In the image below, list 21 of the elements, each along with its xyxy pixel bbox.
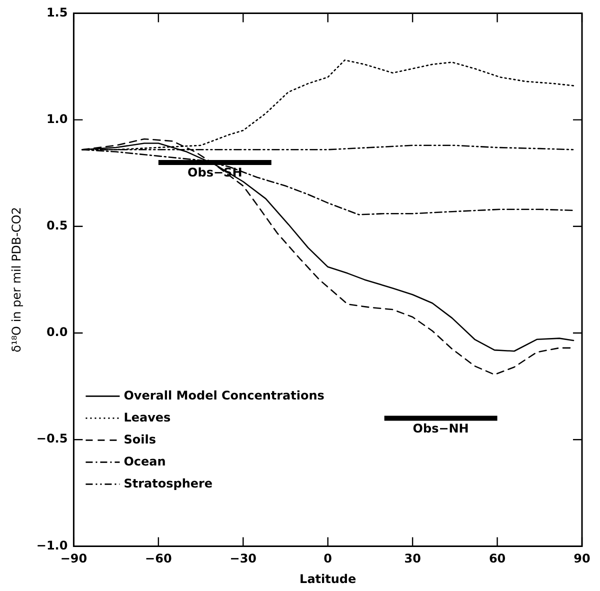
y-tick-label: 0.5 (46, 218, 68, 233)
y-tick-label: 0.0 (46, 325, 68, 340)
y-tick-label: −0.5 (36, 432, 68, 446)
x-tick-label: −60 (145, 552, 172, 566)
legend-label: Ocean (124, 454, 166, 468)
annotation: Obs−NH (412, 421, 469, 436)
x-tick-label: 60 (488, 552, 506, 566)
legend-label: Soils (124, 432, 156, 446)
x-tick-label: −30 (230, 552, 257, 566)
legend-label: Overall Model Concentrations (124, 388, 324, 402)
y-tick-label: −1.0 (36, 538, 68, 552)
x-tick-label: 0 (324, 552, 332, 566)
x-axis-title: Latitude (300, 572, 356, 586)
y-axis-title: δ¹⁸O in per mil PDB-CO2 (9, 206, 24, 352)
y-tick-label: 1.5 (46, 5, 68, 20)
x-tick-label: 90 (574, 552, 590, 566)
x-tick-label: −90 (60, 552, 88, 566)
y-tick-label: 1.0 (46, 112, 68, 126)
x-tick-label: 30 (404, 552, 421, 566)
legend-label: Leaves (124, 410, 171, 424)
legend-label: Stratosphere (124, 476, 213, 490)
